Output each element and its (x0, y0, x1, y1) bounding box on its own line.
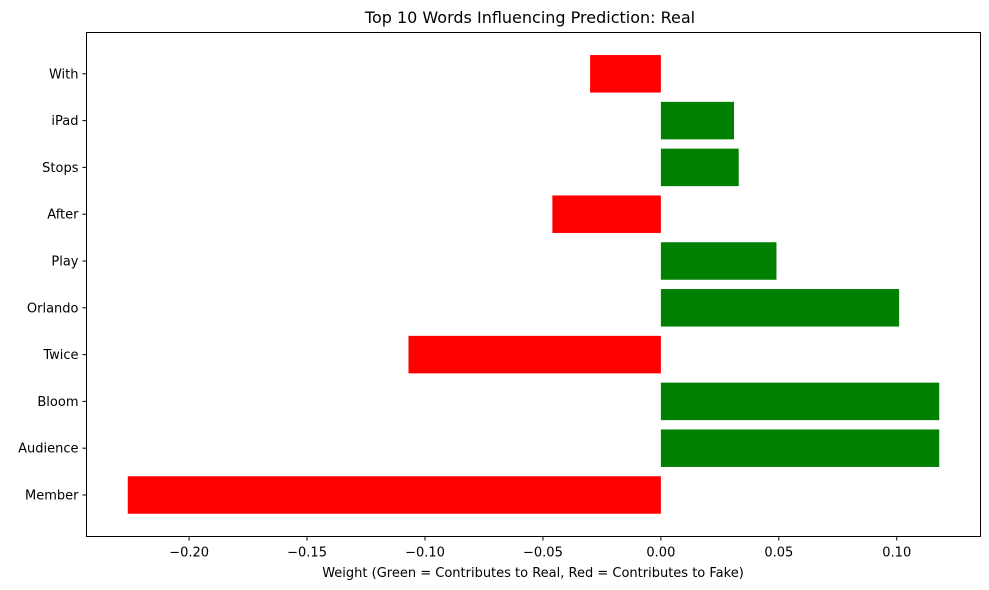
x-axis-label: Weight (Green = Contributes to Real, Red… (322, 566, 744, 581)
bar-play (660, 242, 777, 280)
x-tick-label: 0.00 (646, 546, 675, 561)
bar-stops (660, 148, 739, 187)
x-tick-label: 0.05 (764, 546, 793, 561)
y-axis-ticks: Member Audience Bloom Twice Orlando Play After… (18, 67, 87, 504)
chart-title: Top 10 Words Influencing Prediction: Rea… (364, 8, 695, 27)
bar-with (590, 55, 661, 93)
x-tick-label: 0.10 (882, 546, 911, 561)
x-axis-ticks: −0.20 −0.15 −0.10 −0.05 0.00 0.05 0.10 (169, 536, 911, 561)
x-tick-label: −0.10 (405, 546, 445, 561)
plot-area-frame (86, 32, 981, 537)
x-tick-label: −0.05 (523, 546, 563, 561)
bar-member (127, 476, 661, 514)
bars-layer (127, 55, 940, 514)
bar-twice (408, 335, 661, 374)
y-tick-label: Audience (18, 442, 78, 457)
bar-bloom (660, 382, 940, 421)
y-tick-label: With (49, 67, 79, 82)
y-tick-label: Stops (42, 161, 79, 176)
bar-orlando (660, 289, 900, 327)
y-tick-label: Member (25, 489, 79, 504)
y-tick-label: Bloom (37, 395, 78, 410)
y-tick-label: After (47, 208, 79, 223)
x-tick-label: −0.15 (287, 546, 327, 561)
y-tick-label: Twice (42, 348, 78, 363)
bar-ipad (660, 101, 735, 140)
y-tick-label: Orlando (27, 301, 79, 316)
x-tick-label: −0.20 (169, 546, 209, 561)
bar-audience (660, 429, 940, 467)
y-tick-label: iPad (51, 114, 78, 129)
bar-after (552, 195, 661, 233)
y-tick-label: Play (51, 255, 78, 270)
